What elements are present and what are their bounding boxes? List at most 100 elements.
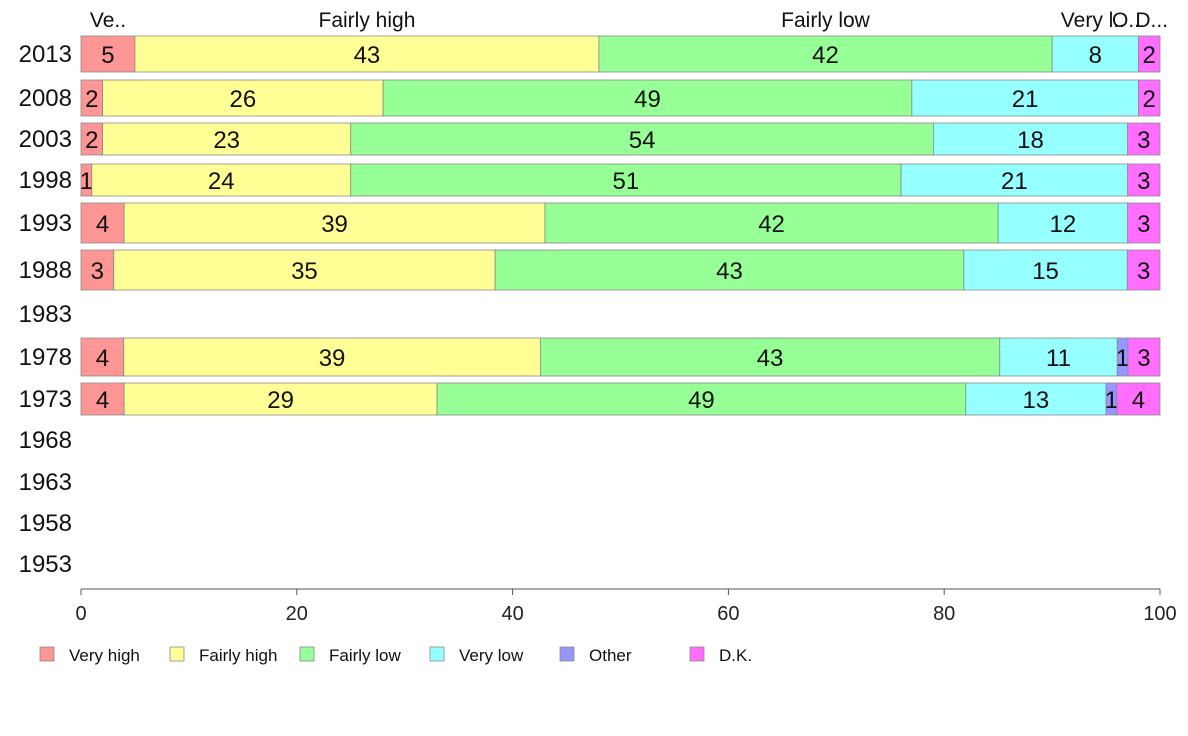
legend-item-fairly-high: Fairly high [169, 646, 277, 665]
bar-segment-1998-d-k- [1127, 163, 1161, 197]
legend-item-very-low: Very low [429, 646, 524, 665]
bar-segment-1988-d-k- [1126, 249, 1161, 291]
data-label-2008-d-k-: 2 [1143, 86, 1156, 113]
bar-segment-1993-fairly-high [123, 202, 546, 244]
bar-segment-1993-very-high [80, 202, 125, 244]
data-label-2013-fairly-high: 43 [354, 42, 381, 69]
bar-segment-1978-fairly-high [123, 337, 541, 377]
bar-segment-2013-very-low [1051, 35, 1139, 73]
legend-swatch [559, 646, 575, 662]
x-tick-label-60: 60 [717, 603, 739, 625]
bar-segment-1973-very-high [80, 382, 125, 416]
data-label-2003-very-low: 18 [1017, 127, 1044, 154]
bar-segment-2003-very-low [933, 122, 1129, 156]
data-label-1993-d-k-: 3 [1137, 211, 1150, 238]
top-label-d-k-: D... [1135, 9, 1168, 32]
bar-segment-1973-d-k- [1116, 382, 1161, 416]
legend-item-very-high: Very high [39, 646, 140, 665]
bar-segment-1973-fairly-low [436, 382, 967, 416]
y-tick-label-1983: 1983 [19, 301, 72, 328]
y-tick-label-1998: 1998 [19, 167, 72, 194]
legend-item-fairly-low: Fairly low [299, 646, 402, 665]
y-axis: 2013 2008 2003 1998 1993 1988 1983 1978 1973 1968… [19, 41, 72, 578]
data-label-2008-fairly-low: 49 [634, 86, 661, 113]
bar-row-1973: 4 29 49 13 1 4 [80, 382, 1161, 416]
data-label-1978-fairly-high: 39 [319, 345, 346, 372]
legend-swatch [299, 646, 315, 662]
bar-segment-1988-very-high [80, 249, 115, 291]
bar-segment-1993-fairly-low [544, 202, 999, 244]
data-label-1993-very-low: 12 [1050, 211, 1077, 238]
top-label-very-high: Ve.. [90, 9, 126, 32]
x-tick-label-80: 80 [933, 603, 955, 625]
legend-swatch [689, 646, 705, 662]
data-label-1993-very-high: 4 [96, 211, 109, 238]
legend-swatch [169, 646, 185, 662]
top-label-very-low: Very l.. [1061, 9, 1125, 32]
bar-segment-1978-fairly-low [539, 337, 1001, 377]
bar-segment-1978-very-high [80, 337, 125, 377]
data-label-1998-fairly-low: 51 [613, 168, 640, 195]
data-label-1988-very-high: 3 [91, 258, 104, 285]
bar-segment-1988-fairly-high [113, 249, 496, 291]
y-tick-label-1973: 1973 [19, 386, 72, 413]
data-label-1973-d-k-: 4 [1132, 387, 1145, 414]
bar-row-2013: 5 43 42 8 2 [80, 35, 1161, 73]
bar-segment-2008-d-k- [1138, 79, 1161, 117]
top-label-fairly-low: Fairly low [781, 9, 871, 32]
legend-item-other: Other [559, 646, 632, 665]
data-label-1973-fairly-low: 49 [688, 387, 715, 414]
bar-row-1988: 3 35 43 15 3 [80, 249, 1161, 291]
data-label-1978-other: 1 [1116, 345, 1129, 372]
bar-segment-1993-very-low [997, 202, 1129, 244]
bar-segment-2013-fairly-low [598, 35, 1053, 73]
y-tick-label-1958: 1958 [19, 510, 72, 537]
y-tick-label-1963: 1963 [19, 469, 72, 496]
x-tick-label-100: 100 [1143, 603, 1176, 625]
legend: Very high Fairly high Fairly low Very low Ot… [39, 646, 752, 665]
data-label-2013-fairly-low: 42 [812, 42, 839, 69]
data-label-1998-very-low: 21 [1001, 168, 1028, 195]
bar-segment-1988-very-low [963, 249, 1128, 291]
data-label-1998-very-high: 1 [80, 168, 93, 195]
bar-segment-2003-fairly-high [102, 122, 352, 156]
y-tick-label-1968: 1968 [19, 427, 72, 454]
data-label-1973-other: 1 [1105, 387, 1118, 414]
x-tick-label-20: 20 [286, 603, 308, 625]
data-label-1973-fairly-high: 29 [267, 387, 294, 414]
data-label-1973-very-high: 4 [96, 387, 109, 414]
y-tick-label-1988: 1988 [19, 257, 72, 284]
data-label-1998-d-k-: 3 [1137, 168, 1150, 195]
top-series-labels: Ve.. Fairly high Fairly low Very l..O..D... [90, 9, 1168, 32]
top-label-fairly-high: Fairly high [319, 9, 416, 32]
data-label-1973-very-low: 13 [1023, 387, 1050, 414]
data-label-1978-very-high: 4 [96, 345, 109, 372]
data-label-2008-very-low: 21 [1012, 86, 1039, 113]
y-tick-label-1993: 1993 [19, 210, 72, 237]
data-label-2003-d-k-: 3 [1137, 127, 1150, 154]
legend-label: Other [589, 646, 632, 665]
y-tick-label-2003: 2003 [19, 126, 72, 153]
legend-swatch [39, 646, 55, 662]
bar-segment-1993-d-k- [1127, 202, 1161, 244]
bar-row-1998: 1 24 51 21 3 [80, 163, 1161, 197]
data-label-2013-very-low: 8 [1089, 42, 1102, 69]
data-label-1978-very-low: 11 [1046, 345, 1071, 372]
data-label-1978-d-k-: 3 [1137, 345, 1150, 372]
bar-area: 5 43 42 8 22 26 49 21 22 23 54 18 31 24 51 21 34 39 42 12 33… [80, 35, 1161, 416]
data-label-2013-d-k-: 2 [1143, 42, 1156, 69]
bar-segment-2008-fairly-high [102, 79, 384, 117]
data-label-2013-very-high: 5 [101, 42, 114, 69]
data-label-1993-fairly-low: 42 [758, 211, 785, 238]
data-label-1988-d-k-: 3 [1137, 258, 1150, 285]
y-tick-label-2013: 2013 [19, 41, 72, 68]
bar-segment-2008-fairly-low [382, 79, 913, 117]
bar-segment-2003-fairly-low [350, 122, 934, 156]
bar-row-2008: 2 26 49 21 2 [80, 79, 1161, 117]
x-axis: 0 20 40 60 80 100 [75, 588, 1177, 625]
y-tick-label-2008: 2008 [19, 85, 72, 112]
x-tick-label-40: 40 [501, 603, 523, 625]
top-label-other: O.. [1112, 9, 1140, 32]
data-label-2003-fairly-high: 23 [213, 127, 240, 154]
